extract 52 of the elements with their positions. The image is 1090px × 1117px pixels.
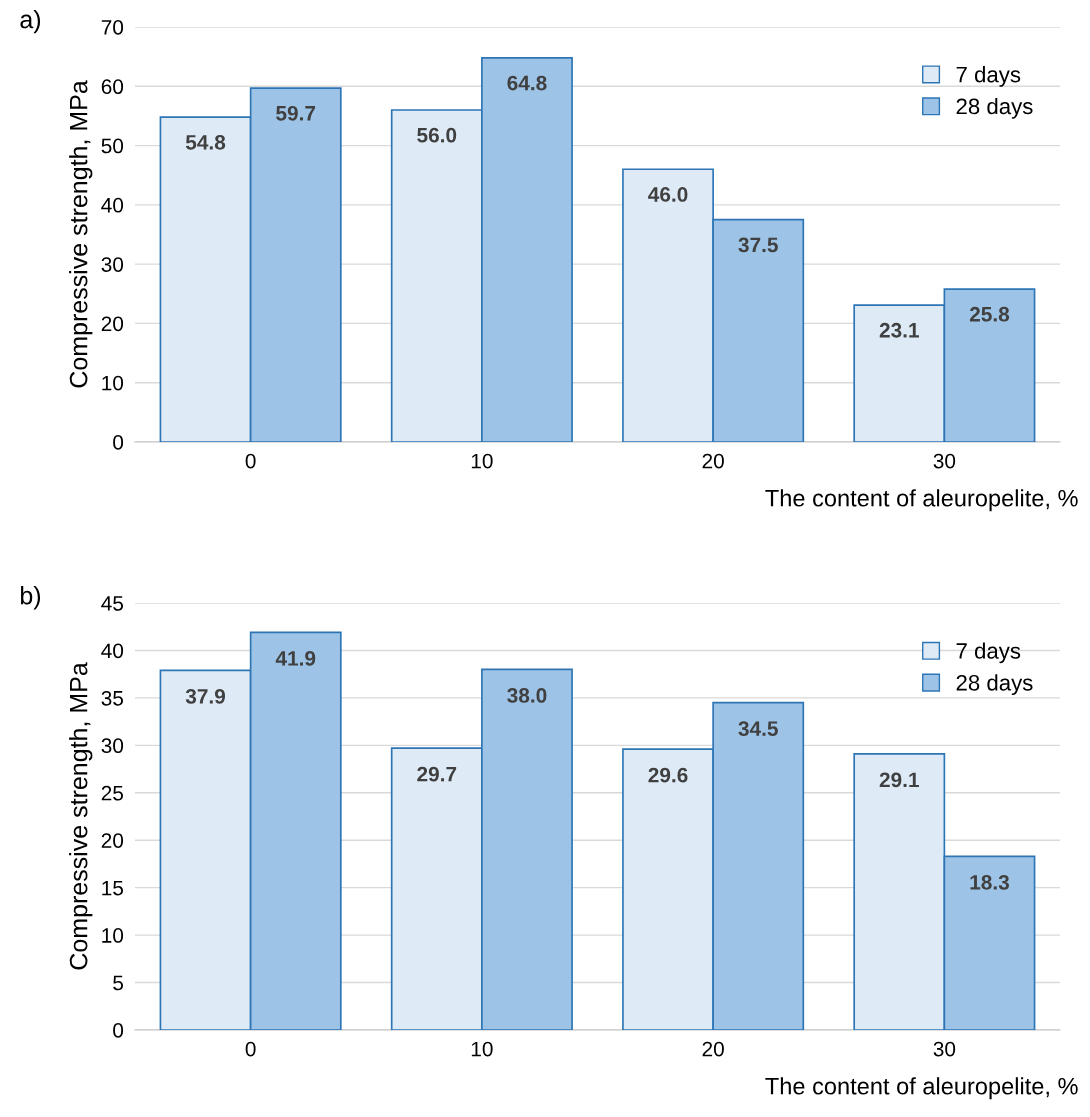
chart-title: a) bbox=[20, 9, 41, 34]
y-tick-label: 30 bbox=[101, 738, 124, 754]
y-tick-label: 60 bbox=[101, 79, 124, 95]
data-label: 46.0 bbox=[648, 187, 688, 202]
y-tick-label: 50 bbox=[101, 138, 124, 154]
chart-title: b) bbox=[20, 586, 41, 610]
y-tick-label: 20 bbox=[101, 833, 124, 848]
y-tick-label: 45 bbox=[101, 596, 124, 611]
data-label: 34.5 bbox=[738, 721, 778, 737]
data-label: 54.8 bbox=[185, 134, 226, 150]
y-tick-label: 40 bbox=[101, 643, 124, 659]
data-label: 23.1 bbox=[879, 322, 919, 338]
x-tick-label: 30 bbox=[933, 1041, 956, 1057]
y-tick-label: 0 bbox=[113, 1023, 124, 1038]
data-label: 56.0 bbox=[417, 127, 457, 143]
x-tick-label: 30 bbox=[933, 453, 956, 469]
y-tick-label: 20 bbox=[101, 316, 124, 332]
y-tick-label: 5 bbox=[113, 975, 124, 991]
y-tick-label: 10 bbox=[102, 928, 124, 943]
y-tick-label: 30 bbox=[101, 257, 124, 272]
legend-label: 28 days bbox=[956, 97, 1033, 119]
data-label: 59.7 bbox=[276, 105, 316, 121]
y-tick-label: 70 bbox=[101, 20, 124, 35]
y-tick-label: 0 bbox=[113, 435, 124, 450]
y-tick-label: 35 bbox=[101, 690, 124, 706]
x-tick-label: 10 bbox=[471, 453, 493, 469]
legend-label: 7 days bbox=[956, 66, 1021, 87]
data-label: 38.0 bbox=[507, 688, 547, 703]
legend-label: 7 days bbox=[956, 642, 1021, 664]
x-tick-label: 20 bbox=[702, 453, 724, 469]
data-label: 41.9 bbox=[275, 651, 316, 666]
x-axis-title: The content of aleuropelite, % bbox=[765, 1077, 1078, 1100]
y-axis-title: Compressive strength, MPa bbox=[69, 662, 93, 970]
x-tick-label: 20 bbox=[702, 1041, 724, 1057]
x-tick-label: 0 bbox=[245, 1041, 256, 1057]
legend-label: 28 days bbox=[956, 674, 1033, 696]
y-tick-label: 40 bbox=[101, 197, 124, 213]
y-tick-label: 10 bbox=[102, 375, 124, 391]
y-tick-label: 15 bbox=[102, 880, 124, 896]
y-axis-title: Compressive strength, MPa bbox=[69, 80, 93, 388]
data-label: 18.3 bbox=[970, 874, 1009, 890]
x-tick-label: 0 bbox=[245, 453, 256, 469]
x-axis-title: The content of aleuropelite, % bbox=[765, 489, 1078, 512]
data-label: 37.9 bbox=[185, 688, 226, 704]
y-tick-label: 25 bbox=[101, 785, 124, 801]
data-label: 37.5 bbox=[738, 237, 778, 253]
data-label: 29.1 bbox=[879, 772, 919, 788]
data-label: 64.8 bbox=[507, 75, 547, 91]
data-label: 29.7 bbox=[417, 766, 457, 782]
data-label: 29.6 bbox=[648, 767, 688, 783]
x-tick-label: 10 bbox=[471, 1041, 493, 1057]
data-label: 25.8 bbox=[969, 306, 1010, 322]
